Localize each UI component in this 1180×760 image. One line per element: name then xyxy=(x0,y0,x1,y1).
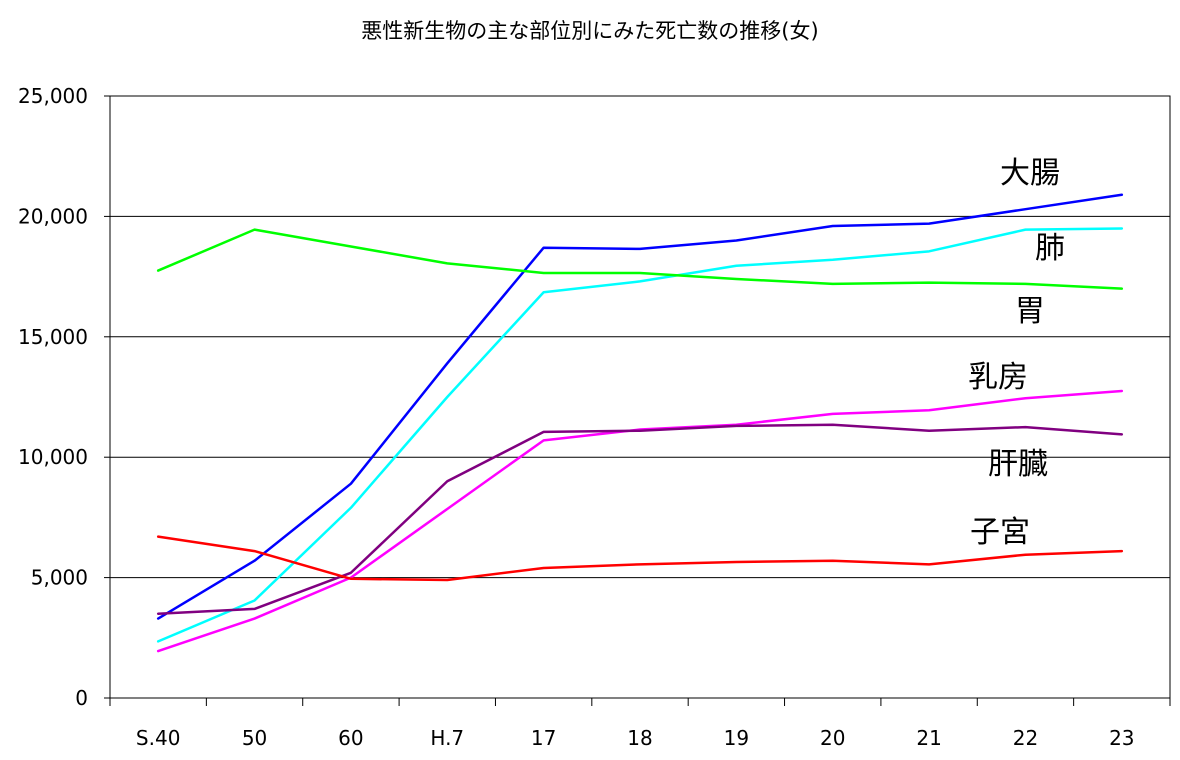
series-line-daicho xyxy=(156,193,1124,620)
x-tick-label: 23 xyxy=(1109,726,1134,750)
x-tick-label: 50 xyxy=(242,726,267,750)
x-tick-label: S.40 xyxy=(136,726,181,750)
x-tick-label: 21 xyxy=(916,726,941,750)
y-axis: 0 5,000 10,000 15,000 20,000 25,000 xyxy=(18,84,111,710)
series-line-shikyu xyxy=(156,535,1124,582)
series-label-shikyu: 子宮 xyxy=(970,515,1030,550)
y-tick-label: 20,000 xyxy=(18,204,88,228)
x-tick-label: 60 xyxy=(338,726,363,750)
x-tick-label: 19 xyxy=(724,726,749,750)
series-label-nyubo: 乳房 xyxy=(968,360,1028,395)
x-axis: S.40 50 60 H.7 17 18 19 20 21 22 23 xyxy=(109,697,1171,750)
x-tick-label: 18 xyxy=(627,726,652,750)
series-lines xyxy=(156,193,1124,653)
y-tick-label: 0 xyxy=(75,686,88,710)
x-tick-label: 17 xyxy=(531,726,556,750)
series-line-i xyxy=(156,228,1124,290)
chart-title: 悪性新生物の主な部位別にみた死亡数の推移(女) xyxy=(361,19,818,43)
y-tick-label: 5,000 xyxy=(31,566,88,590)
y-tick-label: 10,000 xyxy=(18,445,88,469)
x-tick-label: 22 xyxy=(1013,726,1038,750)
series-line-kanzo xyxy=(156,423,1124,615)
x-tick-label: H.7 xyxy=(430,726,464,750)
x-tick-label: 20 xyxy=(820,726,845,750)
series-label-daicho: 大腸 xyxy=(1000,156,1060,191)
series-line-hai xyxy=(156,227,1124,643)
gridlines xyxy=(110,215,1170,579)
series-label-i: 胃 xyxy=(1015,294,1045,329)
y-tick-label: 15,000 xyxy=(18,325,88,349)
y-tick-label: 25,000 xyxy=(18,84,88,108)
series-label-kanzo: 肝臓 xyxy=(988,447,1048,482)
series-label-hai: 肺 xyxy=(1035,231,1065,266)
